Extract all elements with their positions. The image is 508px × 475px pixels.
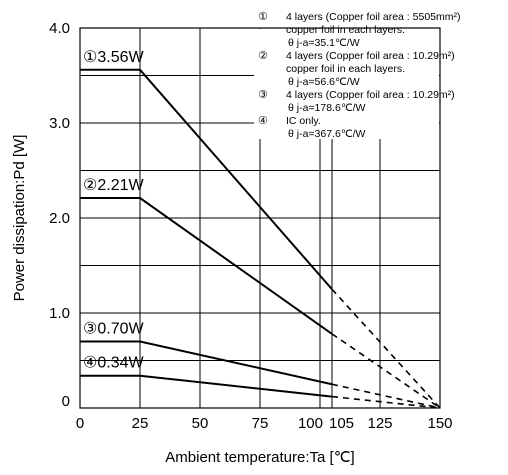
series-3-solid-line xyxy=(80,340,333,386)
x-axis-label: Ambient temperature:Ta [℃] xyxy=(165,449,354,466)
y-tick-labels: 0 1.0 2.0 3.0 4.0 xyxy=(49,20,70,410)
legend-item-4-line-2: θ j-a=367.6℃/W xyxy=(288,128,366,140)
y-axis-label: Power dissipation:Pd [W] xyxy=(11,135,28,302)
legend-item-4: ④ IC only.θ j-a=367.6℃/W xyxy=(258,114,366,140)
y-tick-label-2.0: 2.0 xyxy=(49,210,70,227)
series-4-solid-line xyxy=(80,374,333,398)
legend-item-2-line-2: copper foil in each layers. xyxy=(286,63,405,75)
x-tick-labels: 0 25 50 75 100 105 125 150 xyxy=(76,415,453,432)
x-tick-label-75: 75 xyxy=(252,415,269,432)
series-4: ④0.34W xyxy=(80,355,441,409)
x-tick-label-25: 25 xyxy=(132,415,149,432)
series-1-dashed-line xyxy=(331,288,441,409)
y-tick-label-0: 0 xyxy=(62,393,70,410)
x-tick-label-150: 150 xyxy=(427,415,452,432)
series-2-solid-line xyxy=(80,197,333,335)
legend-background xyxy=(254,29,439,139)
legend-item-2-line-3: θ j-a=56.6℃/W xyxy=(288,76,360,88)
x-tick-label-100: 100 xyxy=(298,415,323,432)
series-3: ③0.70W xyxy=(80,321,441,409)
series-1-label: ①3.56W xyxy=(83,49,144,66)
legend-item-2: ② 4 layers (Copper foil area : 10.29m²)co… xyxy=(258,49,455,88)
series-4-dashed-line xyxy=(331,395,441,409)
legend-item-1-number: ① xyxy=(258,10,268,23)
x-tick-label-125: 125 xyxy=(367,415,392,432)
series-4-label: ④0.34W xyxy=(83,355,144,372)
legend-item-1-line-1: 4 layers (Copper foil area : 5505mm²) xyxy=(286,11,461,23)
x-tick-label-0: 0 xyxy=(76,415,84,432)
x-tick-label-105: 105 xyxy=(329,415,354,432)
series-1: ①3.56W xyxy=(80,49,441,409)
legend-item-1: ① 4 layers (Copper foil area : 5505mm²)co… xyxy=(258,10,461,49)
legend-item-3: ③ 4 layers (Copper foil area : 10.29m²)θ … xyxy=(258,88,455,114)
legend-item-3-line-1: 4 layers (Copper foil area : 10.29m²) xyxy=(286,89,455,101)
series-layer: ①3.56W ②2.21W ③0.70W ④0.34W xyxy=(80,49,441,409)
series-2-label: ②2.21W xyxy=(83,177,144,194)
legend-item-2-number: ② xyxy=(258,49,268,62)
y-tick-label-4.0: 4.0 xyxy=(49,20,70,37)
legend-item-3-number: ③ xyxy=(258,88,268,101)
series-3-label: ③0.70W xyxy=(83,321,144,338)
legend-item-1-line-3: θ j-a=35.1℃/W xyxy=(288,37,360,49)
y-tick-label-3.0: 3.0 xyxy=(49,115,70,132)
legend-item-4-number: ④ xyxy=(258,114,268,127)
x-tick-label-50: 50 xyxy=(192,415,209,432)
series-2: ②2.21W xyxy=(80,177,441,409)
series-3-dashed-line xyxy=(331,383,441,409)
legend-item-3-line-2: θ j-a=178.6℃/W xyxy=(288,102,366,114)
plot-frame xyxy=(79,27,441,409)
legend-item-2-line-1: 4 layers (Copper foil area : 10.29m²) xyxy=(286,50,455,62)
y-tick-label-1.0: 1.0 xyxy=(49,305,70,322)
legend-item-4-line-1: IC only. xyxy=(286,115,321,127)
series-1-solid-line xyxy=(80,68,333,290)
legend-item-1-line-2: copper foil in each layers. xyxy=(286,24,405,36)
